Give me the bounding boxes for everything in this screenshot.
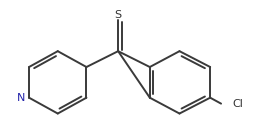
- Text: S: S: [115, 10, 122, 20]
- Text: N: N: [17, 93, 25, 103]
- Text: Cl: Cl: [232, 99, 243, 109]
